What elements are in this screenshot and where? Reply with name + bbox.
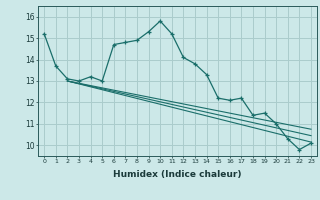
X-axis label: Humidex (Indice chaleur): Humidex (Indice chaleur): [113, 170, 242, 179]
